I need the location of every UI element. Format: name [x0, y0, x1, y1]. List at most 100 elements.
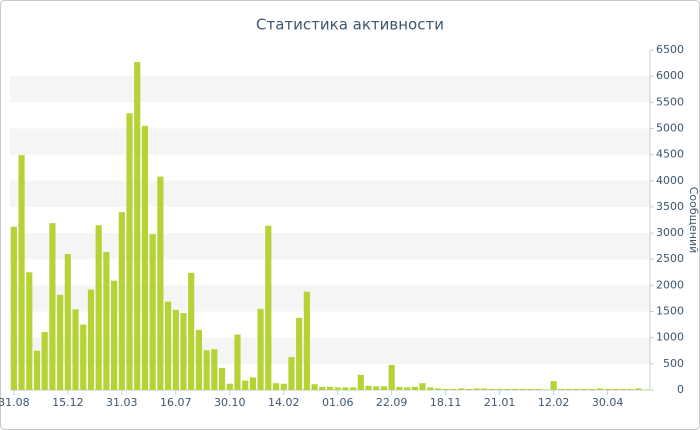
bar [288, 357, 295, 390]
x-tick-label: 01.06 [322, 396, 354, 409]
bar [234, 334, 241, 390]
bar [380, 386, 388, 390]
y-tick-label: 6000 [656, 69, 684, 82]
bar [280, 383, 287, 390]
bar [619, 388, 627, 390]
bar [627, 388, 634, 390]
bar [319, 386, 326, 390]
bar [49, 223, 56, 390]
y-tick-label: 5000 [656, 121, 684, 134]
bar [72, 309, 79, 390]
bar [41, 331, 48, 390]
bar [164, 301, 172, 390]
y-tick-label: 500 [663, 357, 684, 370]
bar [211, 349, 218, 390]
bar [350, 387, 357, 390]
y-tick-label: 4500 [656, 148, 684, 161]
bar [326, 386, 334, 390]
bar [33, 350, 41, 390]
bar [488, 388, 496, 390]
bar [257, 308, 264, 390]
bar [118, 212, 125, 390]
bar [481, 388, 488, 390]
bar [442, 388, 449, 390]
bar [527, 388, 534, 390]
bar [195, 329, 202, 390]
bar [388, 364, 395, 390]
y-axis-title: Сообщений [687, 187, 700, 254]
bar [411, 386, 418, 390]
bar [473, 388, 480, 390]
bar [612, 388, 619, 390]
bar [10, 226, 17, 390]
bar [434, 388, 442, 390]
bar [604, 388, 611, 390]
bar [64, 254, 71, 390]
bar [272, 383, 280, 390]
x-tick-label: 22.09 [376, 396, 408, 409]
bar [465, 388, 472, 390]
bar [134, 62, 141, 391]
bar [496, 388, 503, 390]
bar [365, 385, 372, 390]
bar [334, 387, 341, 390]
bar [450, 388, 457, 390]
bar [57, 294, 64, 390]
bar [558, 388, 565, 390]
bar [188, 272, 195, 390]
bar [296, 317, 303, 390]
grid-band [10, 128, 650, 155]
bar [218, 368, 226, 390]
grid-band [10, 76, 650, 103]
bar [550, 381, 557, 390]
x-tick-label: 14.02 [268, 396, 300, 409]
bar [26, 272, 33, 390]
bar [172, 309, 179, 390]
bar [373, 386, 380, 390]
bar [396, 386, 403, 390]
bar [249, 377, 256, 390]
bar [589, 388, 596, 390]
x-tick-label: 31.08 [0, 396, 30, 409]
bar [126, 113, 133, 391]
bar [535, 388, 542, 390]
bar [18, 155, 25, 390]
y-tick-label: 2500 [656, 252, 684, 265]
bar [542, 389, 549, 390]
x-tick-label: 21.01 [484, 396, 516, 409]
bar [357, 374, 364, 390]
bar [203, 350, 210, 390]
bar [303, 291, 310, 390]
grid-band [10, 233, 650, 260]
bar [149, 234, 156, 390]
bar [427, 387, 434, 390]
bar [180, 313, 187, 390]
bar [643, 389, 650, 390]
bar [95, 225, 102, 390]
bar [242, 380, 249, 390]
bar [103, 251, 110, 390]
y-tick-label: 3500 [656, 200, 684, 213]
bar [157, 176, 164, 390]
bar [141, 125, 149, 390]
x-tick-label: 16.07 [160, 396, 192, 409]
bar [265, 225, 272, 390]
bar [311, 384, 318, 390]
bar [504, 388, 511, 390]
x-tick-label: 30.04 [592, 396, 624, 409]
x-tick-label: 31.03 [106, 396, 138, 409]
bar [581, 388, 588, 390]
y-tick-label: 1500 [656, 305, 684, 318]
chart-title: Статистика активности [256, 16, 444, 34]
bar [635, 388, 642, 390]
y-tick-label: 2000 [656, 278, 684, 291]
y-tick-label: 5500 [656, 95, 684, 108]
bar [419, 383, 426, 390]
bar [511, 388, 519, 390]
x-tick-label: 12.02 [538, 396, 570, 409]
y-tick-label: 0 [677, 383, 684, 396]
bar [87, 289, 95, 390]
y-tick-label: 3000 [656, 226, 684, 239]
bar [519, 388, 526, 390]
